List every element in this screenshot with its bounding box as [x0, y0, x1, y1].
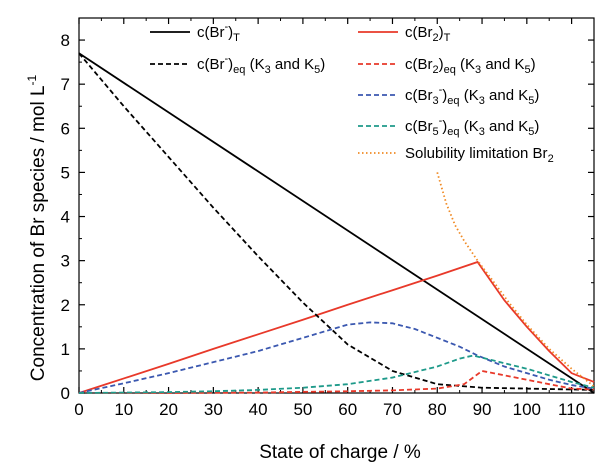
axes: 0 10 20 30 40 50 60 70 80 90 100 110 0 1 2 3 4 5 6 7 8: [61, 17, 595, 419]
legend-close: ): [439, 24, 444, 41]
legend-sup: -: [439, 115, 443, 127]
x-tick-label: 70: [383, 400, 402, 419]
legend-k1: 3: [479, 95, 485, 107]
legend-close: ): [442, 87, 447, 104]
x-tick-label: 30: [204, 400, 223, 419]
y-tick-label: 3: [61, 252, 70, 271]
series-line-br2_solubility: [436, 172, 595, 388]
legend-close: ): [439, 56, 444, 73]
legend: c(Br-)T c(Br2)Tc(Br-)eq (K3 and K5) c(Br2)…: [150, 21, 554, 165]
legend-mid: and K: [485, 87, 528, 104]
x-tick-label: 80: [428, 400, 447, 419]
x-tick-label: 0: [74, 400, 83, 419]
x-axis-label: State of charge / %: [259, 442, 421, 463]
legend-sub: T: [233, 32, 240, 44]
legend-tail: (K: [460, 87, 479, 104]
legend-item-br_total: c(Br-)T: [150, 21, 240, 44]
legend-mid: and K: [481, 56, 524, 73]
legend-tail: (K: [456, 56, 475, 73]
y-tick-label: 1: [61, 340, 70, 359]
legend-sub: eq: [447, 95, 459, 107]
y-tick-label: 8: [61, 31, 70, 50]
series-line-br2_total: [78, 260, 595, 394]
y-tick-label: 5: [61, 163, 70, 182]
legend-label: c(Br2)T: [405, 24, 451, 44]
legend-label: c(Br-)eq (K3 and K5): [197, 53, 325, 76]
legend-sup: -: [439, 84, 443, 96]
legend-label: c(Br-)T: [197, 21, 240, 44]
legend-base: c(Br: [405, 24, 433, 41]
legend-base: c(Br: [405, 87, 433, 104]
legend-k2: 5: [525, 64, 531, 76]
legend-close: ): [442, 118, 447, 135]
y-tick-label: 4: [61, 208, 70, 227]
x-tick-label: 40: [249, 400, 268, 419]
legend-k1: 3: [475, 64, 481, 76]
y-axis-label-superscript: -1: [25, 74, 39, 85]
legend-sup: -: [225, 53, 229, 65]
legend-label: c(Br5-)eq (K3 and K5): [405, 115, 539, 138]
legend-k1: 3: [265, 64, 271, 76]
legend-sub1: 2: [433, 64, 439, 76]
series-line-br_total: [78, 52, 595, 394]
x-tick-label: 50: [293, 400, 312, 419]
legend-sup: -: [225, 21, 229, 33]
y-tick-label: 2: [61, 296, 70, 315]
series-layer: [78, 52, 595, 394]
legend-label: c(Br3-)eq (K3 and K5): [405, 84, 539, 107]
legend-tail: (K: [460, 118, 479, 135]
legend-end: ): [531, 56, 536, 73]
legend-item-br2_eq: c(Br2)eq (K3 and K5): [358, 56, 536, 76]
legend-base: c(Br: [197, 56, 225, 73]
legend-item-br3_eq: c(Br3-)eq (K3 and K5): [358, 84, 539, 107]
series-line-br_eq: [78, 52, 595, 391]
series-line-br3_eq: [78, 321, 595, 394]
legend-end: ): [320, 56, 325, 73]
legend-label: Solubility limitation Br2: [405, 145, 554, 165]
legend-end: ): [534, 118, 539, 135]
x-tick-label: 100: [513, 400, 541, 419]
x-tick-label: 20: [159, 400, 178, 419]
x-tick-label: 110: [558, 400, 585, 419]
y-tick-label: 6: [61, 119, 70, 138]
legend-sub: eq: [444, 64, 456, 76]
legend-sub: eq: [447, 126, 459, 138]
legend-item-br_eq: c(Br-)eq (K3 and K5): [150, 53, 325, 76]
y-axis-label-text: Concentration of Br species / mol L: [28, 85, 49, 381]
legend-k1: 3: [479, 126, 485, 138]
legend-mid: and K: [485, 118, 528, 135]
legend-base: c(Br: [405, 118, 433, 135]
legend-item-br5_eq: c(Br5-)eq (K3 and K5): [358, 115, 539, 138]
series-line-br5_eq: [78, 354, 595, 394]
y-axis-label: Concentration of Br species / mol L-1: [25, 74, 49, 381]
legend-base: Solubility limitation Br: [405, 145, 548, 162]
legend-sub: eq: [233, 64, 245, 76]
legend-sub1: 3: [433, 95, 439, 107]
legend-base: c(Br: [405, 56, 433, 73]
legend-base: c(Br: [197, 24, 225, 41]
legend-label: c(Br2)eq (K3 and K5): [405, 56, 536, 76]
legend-sub1: 2: [548, 153, 554, 165]
legend-tail: (K: [245, 56, 264, 73]
legend-close: ): [228, 24, 233, 41]
legend-k2: 5: [528, 126, 534, 138]
legend-item-br2_total: c(Br2)T: [358, 24, 451, 44]
legend-item-br2_solubility: Solubility limitation Br2: [358, 145, 554, 165]
legend-close: ): [228, 56, 233, 73]
legend-mid: and K: [271, 56, 314, 73]
legend-k2: 5: [314, 64, 320, 76]
legend-sub: T: [444, 32, 451, 44]
y-tick-label: 7: [61, 75, 70, 94]
legend-end: ): [534, 87, 539, 104]
plot-frame: [78, 17, 595, 394]
y-tick-label: 0: [61, 384, 70, 403]
x-tick-label: 10: [114, 400, 133, 419]
legend-k2: 5: [528, 95, 534, 107]
x-tick-label: 90: [473, 400, 492, 419]
x-tick-label: 60: [338, 400, 357, 419]
legend-sub1: 5: [433, 126, 439, 138]
series-line-br2_eq: [79, 369, 595, 394]
legend-sub1: 2: [433, 32, 439, 44]
